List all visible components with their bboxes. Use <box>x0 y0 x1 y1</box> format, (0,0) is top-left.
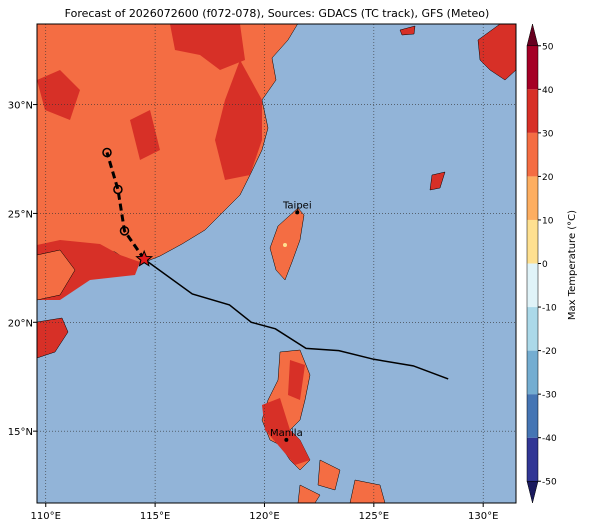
colorbar-tick-label: 50 <box>542 42 554 52</box>
colorbar-band <box>527 89 538 133</box>
colorbar-band <box>527 263 538 308</box>
colorbar-band <box>527 132 538 177</box>
grid <box>37 24 516 503</box>
storm-position <box>135 249 154 267</box>
colorbar-label: Max Temperature (°C) <box>567 210 578 320</box>
colorbar-tick-label: 20 <box>542 173 554 183</box>
chart-title: Forecast of 2026072600 (f072-078), Sourc… <box>65 7 490 20</box>
forecast-point <box>102 147 112 158</box>
city-marker <box>284 437 289 442</box>
y-tick-label: 30°N <box>8 101 33 112</box>
colorbar-tick-label: 10 <box>542 216 554 226</box>
map-frame <box>36 23 517 504</box>
city-label: Manila <box>270 428 303 439</box>
colorbar-extend <box>526 480 539 504</box>
colorbar-tick-label: 30 <box>542 129 554 139</box>
land <box>37 24 516 503</box>
korea <box>477 24 516 81</box>
colorbar-tick-label: -30 <box>542 391 557 401</box>
x-tick-label: 120°E <box>249 511 279 522</box>
track-line <box>143 258 449 380</box>
colorbar-band <box>527 176 538 220</box>
taiwan <box>269 207 305 281</box>
x-tick-label: 125°E <box>359 511 389 522</box>
forecast-line <box>105 152 146 261</box>
x-tick-label: 130°E <box>468 511 498 522</box>
colorbar-band <box>527 437 538 482</box>
colorbar-band <box>527 394 538 438</box>
colorbar-band <box>527 45 538 90</box>
leizhou <box>37 249 76 301</box>
x-tick-label: 115°E <box>140 511 170 522</box>
kyushu <box>399 25 446 191</box>
colorbar-tick-label: -10 <box>542 304 557 314</box>
city-label: Taipei <box>282 200 312 211</box>
hot-area <box>262 360 310 465</box>
colorbar-band <box>527 307 538 351</box>
y-tick-label: 20°N <box>8 318 33 329</box>
colorbar-extend <box>526 23 539 47</box>
colorbar-tick-label: 0 <box>542 260 548 270</box>
forecast-point <box>113 184 123 195</box>
overlay: Taipei Manila <box>102 147 449 442</box>
y-tick-label: 15°N <box>8 427 33 438</box>
y-tick-label: 25°N <box>8 209 33 220</box>
colorbar-band <box>527 350 538 395</box>
colorbar: 50 40 30 20 10 0 -10 -20 -30 -40 -50 <box>526 23 557 504</box>
cool-spot <box>283 243 287 247</box>
colorbar-tick-label: -20 <box>542 347 557 357</box>
visayas <box>297 459 386 503</box>
colorbar-tick-label: -40 <box>542 434 557 444</box>
colorbar-tick-label: 40 <box>542 86 554 96</box>
city-marker <box>295 210 300 215</box>
hainan <box>37 317 69 359</box>
colorbar-tick-label: -50 <box>542 478 557 488</box>
forecast-point <box>119 226 130 236</box>
x-tick-label: 110°E <box>31 511 61 522</box>
colorbar-band <box>527 219 538 264</box>
